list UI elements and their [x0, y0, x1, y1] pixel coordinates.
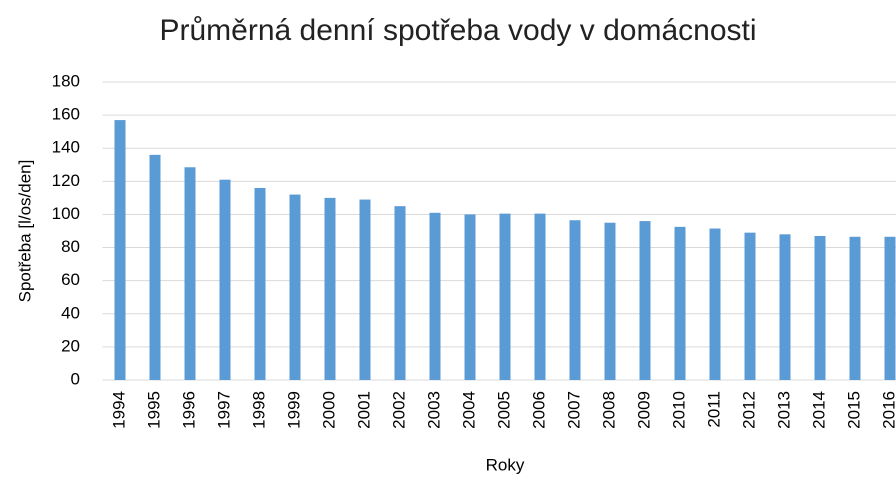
- bar: [289, 194, 301, 380]
- bar: [394, 206, 406, 380]
- bar: [674, 226, 686, 380]
- bar: [884, 236, 896, 380]
- y-tick-label: 160: [52, 105, 80, 124]
- x-tick-label: 1996: [179, 391, 198, 429]
- y-tick-label: 180: [52, 71, 80, 90]
- x-tick-label: 2000: [319, 391, 338, 429]
- bar: [429, 212, 441, 380]
- bar: [849, 236, 861, 380]
- bar: [639, 221, 651, 380]
- x-tick-label: 2007: [564, 391, 583, 429]
- x-tick-label: 2012: [739, 391, 758, 429]
- y-tick-label: 60: [61, 270, 80, 289]
- bar: [814, 235, 826, 380]
- y-tick-label: 40: [61, 303, 80, 322]
- bar: [219, 179, 231, 380]
- x-tick-label: 2008: [599, 391, 618, 429]
- x-tick-label: 2013: [774, 391, 793, 429]
- x-tick-label: 2014: [809, 391, 828, 429]
- x-tick-label: 2002: [389, 391, 408, 429]
- bar: [744, 232, 756, 380]
- y-tick-label: 140: [52, 138, 80, 157]
- bar: [779, 234, 791, 380]
- bar: [499, 213, 511, 380]
- y-axis-label: Spotřeba [l/os/den]: [15, 160, 34, 303]
- x-tick-label: 2010: [669, 391, 688, 429]
- bar: [569, 220, 581, 380]
- x-tick-label: 2015: [844, 391, 863, 429]
- bar: [709, 228, 721, 380]
- chart-title: Průměrná denní spotřeba vody v domácnost…: [160, 14, 757, 47]
- y-tick-label: 80: [61, 237, 80, 256]
- x-tick-label: 1995: [144, 391, 163, 429]
- x-tick-label: 2011: [704, 391, 723, 428]
- y-tick-label: 120: [52, 171, 80, 190]
- x-tick-label: 2004: [459, 391, 478, 429]
- y-tick-label: 0: [71, 369, 80, 388]
- x-tick-label: 1998: [249, 391, 268, 429]
- y-tick-label: 20: [61, 336, 80, 355]
- bar: [359, 199, 371, 380]
- x-tick-label: 2006: [529, 391, 548, 429]
- x-tick-label: 1999: [284, 391, 303, 429]
- bar: [254, 187, 266, 380]
- bar: [149, 154, 161, 380]
- x-tick-label: 2005: [494, 391, 513, 429]
- bar: [114, 120, 126, 381]
- x-tick-label: 2016: [879, 391, 896, 429]
- y-tick-label: 100: [52, 204, 80, 223]
- x-tick-label: 1997: [214, 391, 233, 429]
- bar: [604, 222, 616, 380]
- x-tick-label: 2003: [424, 391, 443, 429]
- x-tick-label: 2009: [634, 391, 653, 429]
- x-tick-label: 2001: [354, 391, 373, 429]
- bar: [184, 167, 196, 380]
- x-axis-label: Roky: [486, 455, 525, 474]
- bar: [464, 214, 476, 380]
- bar: [534, 213, 546, 380]
- x-tick-label: 1994: [109, 391, 128, 429]
- bar: [324, 197, 336, 380]
